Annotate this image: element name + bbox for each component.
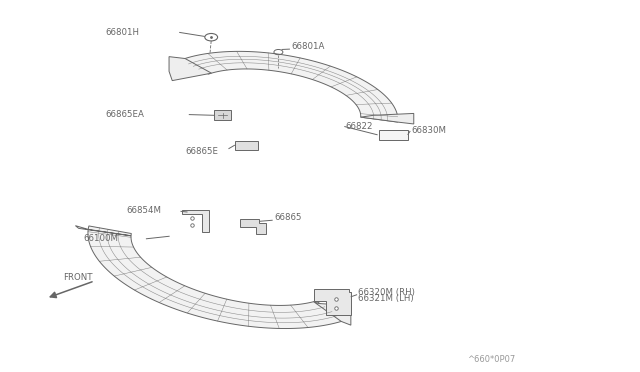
Text: 66830M: 66830M xyxy=(412,126,447,135)
Text: FRONT: FRONT xyxy=(63,273,92,282)
Polygon shape xyxy=(314,302,351,325)
Polygon shape xyxy=(76,226,131,236)
Text: 66854M: 66854M xyxy=(127,206,162,215)
Polygon shape xyxy=(182,210,209,232)
Text: 66321M (LH): 66321M (LH) xyxy=(358,294,414,303)
Text: 66320M (RH): 66320M (RH) xyxy=(358,288,415,296)
Text: 66865: 66865 xyxy=(274,213,301,222)
Polygon shape xyxy=(88,226,345,328)
Bar xyxy=(379,130,408,140)
Polygon shape xyxy=(240,219,266,234)
Polygon shape xyxy=(181,51,398,122)
Polygon shape xyxy=(235,141,258,150)
Text: 66865EA: 66865EA xyxy=(106,110,145,119)
Text: 66100M: 66100M xyxy=(83,234,118,243)
Text: ^660*0P07: ^660*0P07 xyxy=(467,355,515,364)
Polygon shape xyxy=(214,110,231,120)
Text: 66801A: 66801A xyxy=(291,42,324,51)
Text: 66801H: 66801H xyxy=(106,28,140,37)
Polygon shape xyxy=(361,113,414,124)
Text: 66822: 66822 xyxy=(346,122,373,131)
Polygon shape xyxy=(169,57,211,81)
Text: 66865E: 66865E xyxy=(186,147,219,156)
Polygon shape xyxy=(314,289,351,315)
